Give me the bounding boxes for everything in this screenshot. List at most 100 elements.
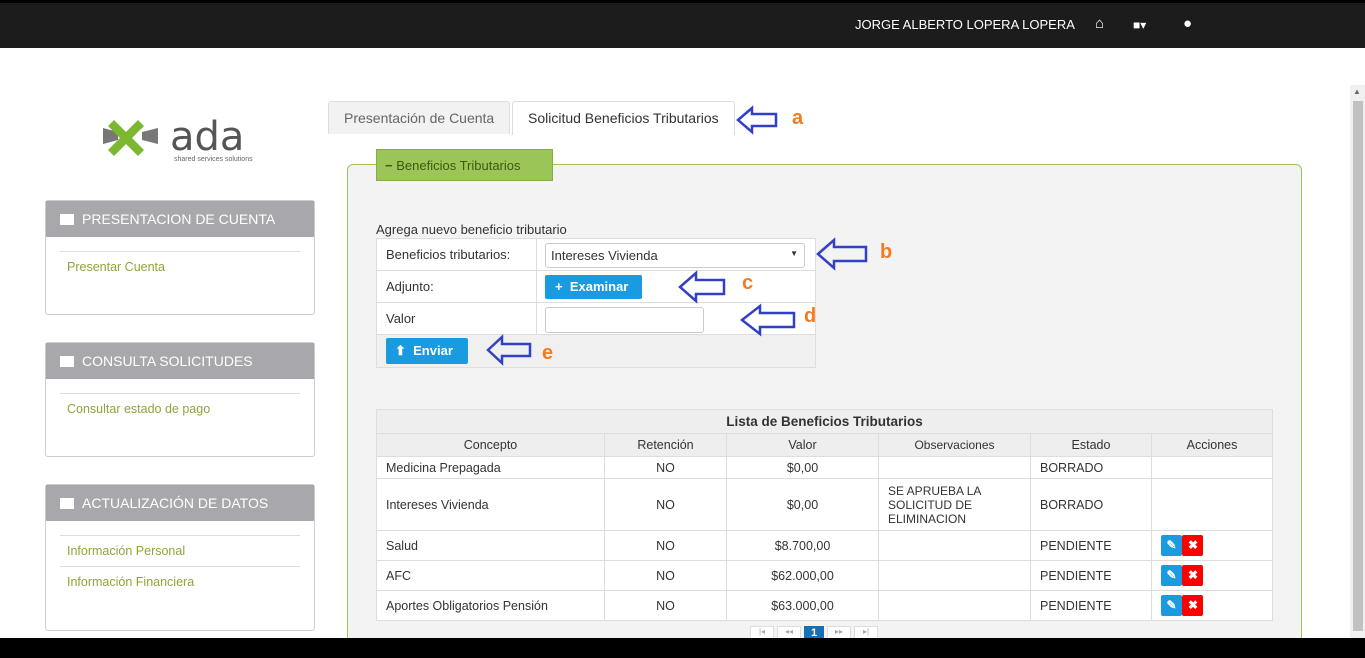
user-name[interactable]: JORGE ALBERTO LOPERA LOPERA xyxy=(855,17,1075,32)
beneficio-value: Intereses Vivienda xyxy=(551,248,658,263)
cell-estado: PENDIENTE xyxy=(1030,560,1152,591)
enviar-button[interactable]: ⬆ Enviar xyxy=(386,338,468,364)
cell-acciones: ✎ ✖ xyxy=(1151,530,1273,561)
annotation-b: b xyxy=(880,241,893,263)
cell-concepto: AFC xyxy=(376,560,605,591)
cell-retencion: NO xyxy=(604,560,727,591)
cell-retencion: NO xyxy=(604,530,727,561)
annotation-e: e xyxy=(542,342,554,364)
scroll-up-icon[interactable]: ▲ xyxy=(1353,87,1361,96)
panel-title: PRESENTACION DE CUENTA xyxy=(82,211,276,227)
beneficios-toggle[interactable]: − Beneficios Tributarios xyxy=(376,149,553,181)
legend-label: Beneficios Tributarios xyxy=(396,158,521,173)
table-row: AFC NO $62.000,00 PENDIENTE ✎ ✖ xyxy=(376,560,1273,591)
col-concepto: Concepto xyxy=(376,433,605,457)
cell-concepto: Medicina Prepagada xyxy=(376,456,605,479)
delete-x-icon[interactable]: ✖ xyxy=(1182,535,1204,556)
edit-pencil-icon[interactable]: ✎ xyxy=(1161,535,1182,556)
form-subtitle: Agrega nuevo beneficio tributario xyxy=(376,222,567,237)
table-row: Aportes Obligatorios Pensión NO $63.000,00… xyxy=(376,590,1273,621)
cell-estado: BORRADO xyxy=(1030,478,1152,531)
bottom-bar xyxy=(0,638,1365,658)
table-row: Medicina Prepagada NO $0,00 BORRADO xyxy=(376,456,1273,479)
cell-observaciones xyxy=(878,530,1031,561)
examinar-label: Examinar xyxy=(569,279,629,294)
first-page-button[interactable]: |◂ xyxy=(750,626,774,640)
cell-observaciones xyxy=(878,456,1031,479)
briefcase-icon[interactable]: ■▾ xyxy=(1133,18,1147,32)
panel-actualizacion: ACTUALIZACIÓN DE DATOS Información Perso… xyxy=(45,484,315,631)
edit-pencil-icon[interactable]: ✎ xyxy=(1161,595,1182,616)
cell-valor: $8.700,00 xyxy=(726,530,879,561)
tab-solicitud-beneficios[interactable]: Solicitud Beneficios Tributarios xyxy=(512,101,735,135)
col-valor: Valor xyxy=(726,433,879,457)
home-icon[interactable]: ⌂ xyxy=(1095,15,1105,32)
link-informacion-financiera[interactable]: Información Financiera xyxy=(67,575,195,589)
table-title: Lista de Beneficios Tributarios xyxy=(376,409,1273,434)
annotation-c: c xyxy=(742,272,754,294)
panel-title: CONSULTA SOLICITUDES xyxy=(82,353,253,369)
scrollbar-thumb[interactable] xyxy=(1353,101,1363,631)
arrow-a xyxy=(736,105,778,135)
svg-text:shared services solutions: shared services solutions xyxy=(174,156,253,163)
panel-presentacion: PRESENTACION DE CUENTA Presentar Cuenta xyxy=(45,200,315,315)
link-consultar-estado[interactable]: Consultar estado de pago xyxy=(67,402,211,416)
col-acciones: Acciones xyxy=(1151,433,1273,457)
link-presentar-cuenta[interactable]: Presentar Cuenta xyxy=(67,260,165,274)
table-row: Salud NO $8.700,00 PENDIENTE ✎ ✖ xyxy=(376,530,1273,561)
cell-observaciones xyxy=(878,560,1031,591)
cell-retencion: NO xyxy=(604,456,727,479)
last-page-button[interactable]: ▸| xyxy=(854,626,878,640)
link-informacion-personal[interactable]: Información Personal xyxy=(60,536,300,567)
folder-icon xyxy=(60,356,74,367)
annotation-a: a xyxy=(792,107,804,129)
delete-x-icon[interactable]: ✖ xyxy=(1182,595,1204,616)
new-benefit-form: Beneficios tributarios: Intereses Viviend… xyxy=(376,238,816,368)
cell-acciones xyxy=(1151,456,1273,479)
cell-acciones: ✎ ✖ xyxy=(1151,560,1273,591)
ada-logo: ada shared services solutions xyxy=(100,110,260,168)
col-estado: Estado xyxy=(1030,433,1152,457)
cell-concepto: Aportes Obligatorios Pensión xyxy=(376,590,605,621)
arrow-e xyxy=(486,334,532,366)
table-row: Intereses Vivienda NO $0,00 SE APRUEBA LA S… xyxy=(376,478,1273,531)
annotation-d: d xyxy=(804,305,817,327)
pagination: |◂ ◂◂ 1 ▸▸ ▸| xyxy=(750,626,878,640)
cell-estado: PENDIENTE xyxy=(1030,530,1152,561)
col-retencion: Retención xyxy=(604,433,727,457)
cell-retencion: NO xyxy=(604,590,727,621)
arrow-b xyxy=(816,237,868,271)
cell-concepto: Salud xyxy=(376,530,605,561)
adjunto-label: Adjunto: xyxy=(377,271,537,302)
arrow-d xyxy=(739,303,796,337)
cell-acciones: ✎ ✖ xyxy=(1151,590,1273,621)
svg-text:ada: ada xyxy=(170,114,244,160)
col-observaciones: Observaciones xyxy=(878,433,1031,457)
examinar-button[interactable]: + Examinar xyxy=(545,275,643,299)
user-icon[interactable]: ● xyxy=(1183,15,1193,32)
cell-valor: $0,00 xyxy=(726,478,879,531)
cell-observaciones: SE APRUEBA LA SOLICITUD DE ELIMINACION xyxy=(878,478,1031,531)
top-navbar: JORGE ALBERTO LOPERA LOPERA ⌂ ■▾ ● xyxy=(0,0,1365,48)
edit-pencil-icon[interactable]: ✎ xyxy=(1161,565,1182,586)
delete-x-icon[interactable]: ✖ xyxy=(1182,565,1204,586)
cell-acciones xyxy=(1151,478,1273,531)
cell-valor: $63.000,00 xyxy=(726,590,879,621)
panel-title: ACTUALIZACIÓN DE DATOS xyxy=(82,495,269,511)
beneficio-select[interactable]: Intereses Vivienda ▼ xyxy=(545,243,805,268)
enviar-label: Enviar xyxy=(413,343,453,358)
plus-icon: + xyxy=(555,279,563,294)
tab-presentacion-cuenta[interactable]: Presentación de Cuenta xyxy=(328,101,511,134)
beneficios-table: Lista de Beneficios Tributarios Concepto… xyxy=(376,409,1273,621)
valor-input[interactable] xyxy=(545,307,704,333)
valor-label: Valor xyxy=(377,303,537,334)
cell-concepto: Intereses Vivienda xyxy=(376,478,605,531)
cell-retencion: NO xyxy=(604,478,727,531)
caret-down-icon: ▼ xyxy=(790,249,798,258)
beneficio-label: Beneficios tributarios: xyxy=(377,239,537,270)
cell-valor: $62.000,00 xyxy=(726,560,879,591)
scrollbar[interactable]: ▲ xyxy=(1350,85,1365,638)
upload-icon: ⬆ xyxy=(395,343,406,358)
folder-icon xyxy=(60,498,74,509)
folder-icon xyxy=(60,214,74,225)
